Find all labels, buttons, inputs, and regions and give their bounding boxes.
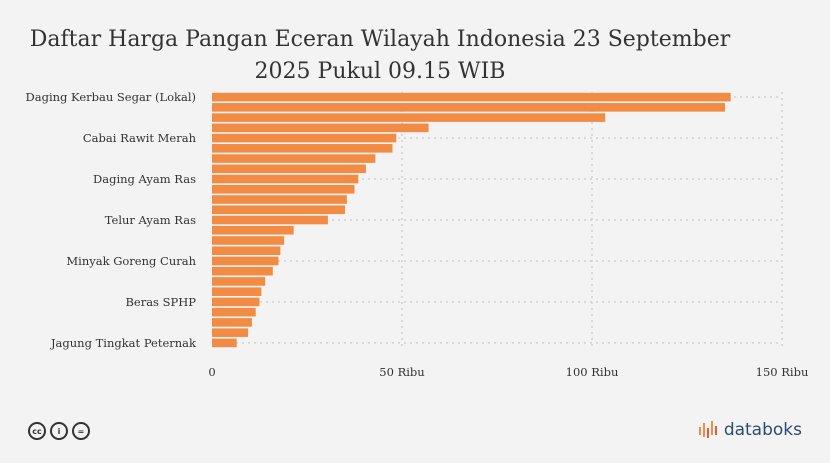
bar (212, 154, 376, 163)
bar (212, 338, 237, 348)
bar (212, 103, 725, 112)
x-tick-label: 150 Ribu (756, 365, 809, 379)
bar (212, 328, 249, 337)
brand-logo[interactable]: databoks (698, 419, 802, 441)
bar (212, 164, 366, 174)
bar (212, 256, 279, 266)
attribution-icon[interactable]: i (50, 422, 68, 440)
bar (212, 225, 294, 235)
category-label: Telur Ayam Ras (105, 213, 196, 227)
license-icons: cc i = (28, 422, 90, 440)
bar (212, 195, 347, 204)
bar (212, 287, 262, 296)
bar (212, 133, 397, 143)
bar (212, 246, 281, 256)
bar (212, 174, 359, 184)
creative-commons-icon[interactable]: cc (28, 422, 46, 440)
x-tick-label: 50 Ribu (379, 365, 424, 379)
category-label: Jagung Tingkat Peternak (50, 336, 197, 350)
bar (212, 266, 273, 276)
bar (212, 205, 345, 215)
bar (212, 277, 266, 286)
bar (212, 92, 731, 102)
bar (212, 184, 355, 194)
bar (212, 297, 260, 307)
chart-title: Daftar Harga Pangan Eceran Wilayah Indon… (29, 27, 731, 84)
category-label: Beras SPHP (125, 295, 196, 309)
bar (212, 318, 252, 327)
bar (212, 144, 393, 153)
category-label: Minyak Goreng Curah (66, 254, 196, 268)
x-tick-label: 0 (208, 365, 215, 379)
databoks-logo-icon (698, 421, 717, 438)
category-label: Daging Kerbau Segar (Lokal) (26, 90, 197, 104)
category-label: Daging Ayam Ras (93, 172, 196, 186)
no-derivatives-icon[interactable]: = (72, 422, 90, 440)
bar (212, 113, 606, 122)
bar (212, 307, 256, 317)
category-label: Cabai Rawit Merah (83, 131, 197, 145)
brand-name: databoks (723, 420, 802, 440)
bar (212, 215, 328, 225)
x-tick-label: 100 Ribu (566, 365, 619, 379)
bar (212, 123, 429, 133)
bar (212, 236, 285, 245)
